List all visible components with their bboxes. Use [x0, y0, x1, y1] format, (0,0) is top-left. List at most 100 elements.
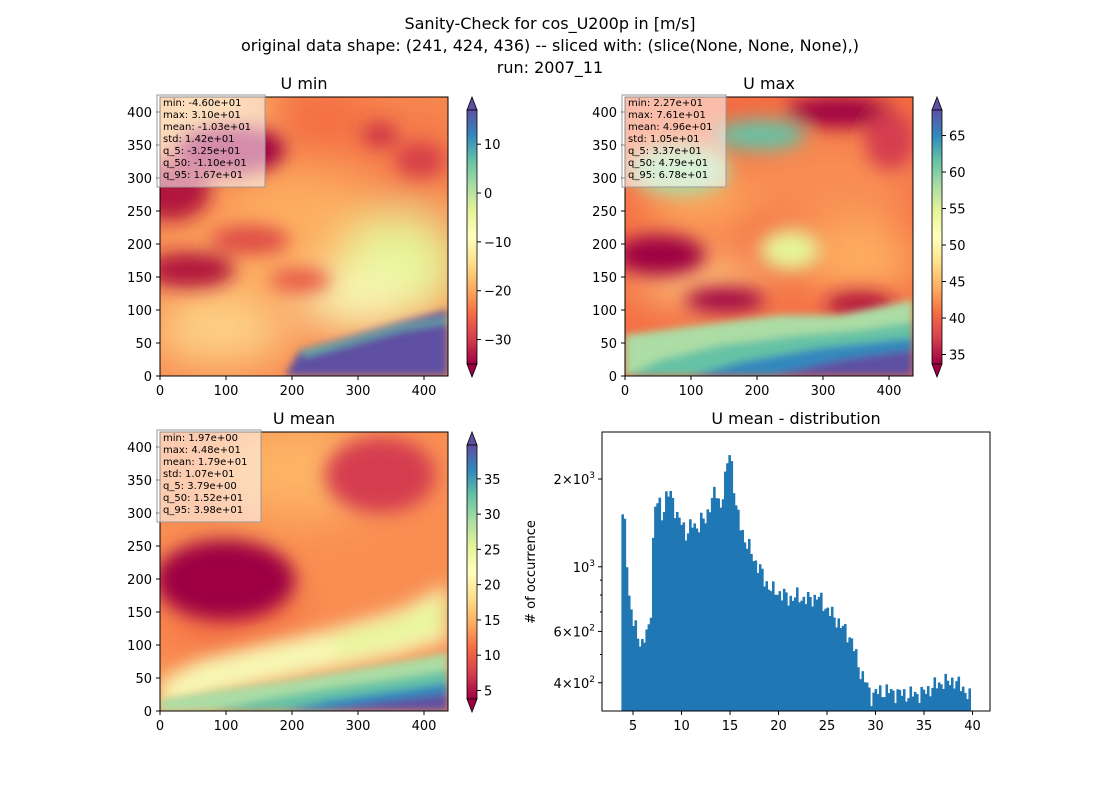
- hist-bar: [854, 649, 858, 711]
- hist-bar: [811, 606, 814, 711]
- hist-bar: [785, 592, 788, 711]
- hist-bar: [894, 703, 897, 711]
- hist-x-ticks: 5 10 15 20 25 30 35 40: [629, 711, 981, 734]
- hist-bar: [874, 689, 878, 711]
- umean-xtick: 100: [214, 719, 239, 734]
- hist-bar: [857, 667, 860, 711]
- hist-bar: [769, 591, 773, 711]
- hist-bar: [774, 594, 777, 711]
- hist-bar: [846, 642, 849, 711]
- hist-xtick: 5: [629, 719, 637, 734]
- umean-colorbar-tick: 35: [484, 473, 501, 488]
- hist-bar: [623, 518, 627, 711]
- umin-ytick: 300: [127, 172, 152, 187]
- hist-bar: [820, 592, 823, 711]
- hist-bar: [715, 498, 718, 711]
- hist-bar: [632, 626, 635, 711]
- hist-bar: [957, 676, 961, 711]
- hist-bar: [883, 697, 886, 711]
- hist-bar: [734, 505, 738, 711]
- hist-bar: [830, 606, 834, 711]
- hist-bar: [697, 532, 701, 711]
- hist-bar: [695, 528, 699, 711]
- hist-bar: [717, 498, 721, 711]
- hist-ytick: 2×103: [554, 471, 595, 488]
- umean-ytick: 350: [127, 474, 152, 489]
- hist-bar: [771, 581, 775, 711]
- umean-panel: U mean 0 100 200: [127, 409, 500, 734]
- umax-ytick: 150: [592, 271, 617, 286]
- hist-bar: [966, 699, 969, 711]
- hist-bar: [752, 561, 755, 711]
- umean-ytick: 250: [127, 540, 152, 555]
- hist-bar: [948, 685, 952, 711]
- hist-bar: [647, 624, 651, 711]
- hist-bar: [743, 542, 747, 711]
- hist-bar: [656, 503, 659, 711]
- hist-bar: [627, 595, 631, 711]
- hist-bar: [815, 599, 819, 711]
- hist-ylabel: # of occurrence: [524, 520, 539, 624]
- umax-ytick: 50: [600, 337, 617, 352]
- umin-ytick: 100: [127, 304, 152, 319]
- hist-bar: [782, 588, 786, 711]
- umax-ytick: 350: [592, 139, 617, 154]
- hist-frame: [601, 431, 991, 712]
- hist-bar: [708, 512, 712, 711]
- umax-ytick: 0: [609, 370, 617, 385]
- umean-ytick: 400: [127, 441, 152, 456]
- hist-bar: [732, 493, 736, 711]
- hist-bar: [841, 625, 845, 711]
- umax-ytick: 200: [592, 238, 617, 253]
- hist-bar: [902, 689, 906, 711]
- hist-bar: [817, 596, 821, 711]
- hist-bar: [682, 522, 686, 711]
- hist-bar: [804, 604, 808, 711]
- umax-colorbar-tick: 50: [949, 239, 966, 254]
- hist-bar: [756, 572, 760, 711]
- umean-stat: mean: 1.79e+01: [163, 457, 247, 468]
- hist-bar: [638, 646, 642, 711]
- umean-ytick: 300: [127, 507, 152, 522]
- hist-bar: [675, 511, 679, 711]
- hist-bar: [922, 689, 926, 711]
- umax-ytick: 400: [592, 106, 617, 121]
- hist-bar: [937, 682, 941, 711]
- umin-xtick: 100: [214, 384, 239, 399]
- umin-stat: std: 1.42e+01: [163, 134, 235, 145]
- hist-bar: [636, 638, 640, 711]
- hist-bar: [859, 679, 862, 711]
- hist-bar: [800, 600, 803, 711]
- hist-bar: [671, 497, 675, 711]
- hist-bar: [706, 509, 710, 711]
- umax-y-ticks: 0 50 100 150 200 250 300 350 400: [592, 106, 625, 385]
- umin-xtick: 400: [412, 384, 437, 399]
- hist-bar: [625, 567, 629, 711]
- hist-bar: [852, 651, 856, 711]
- umax-stat: q_5: 3.37e+01: [628, 146, 702, 157]
- umax-colorbar-tick: 35: [949, 349, 966, 364]
- umin-colorbar-tick: −30: [484, 334, 511, 349]
- umean-xtick: 300: [346, 719, 371, 734]
- figure-run-label: run: 2007_11: [497, 58, 603, 78]
- umin-stat: mean: -1.03e+01: [163, 122, 251, 133]
- hist-bar: [898, 689, 902, 711]
- umax-ytick: 300: [592, 172, 617, 187]
- hist-bar: [942, 688, 945, 711]
- hist-bar: [686, 533, 690, 711]
- umax-x-ticks: 0 100 200 300 400: [621, 376, 901, 399]
- umin-stat: q_5: -3.25e+01: [163, 146, 240, 157]
- hist-bar: [826, 607, 830, 711]
- hist-bar: [691, 527, 694, 711]
- hist-bar: [643, 642, 646, 711]
- umean-colorbar-tick: 15: [484, 614, 501, 629]
- umean-ytick: 150: [127, 606, 152, 621]
- umean-stats-box: min: 1.97e+00 max: 4.48e+01 mean: 1.79e+…: [156, 429, 262, 523]
- hist-bar: [863, 682, 867, 711]
- umax-xtick: 200: [745, 384, 770, 399]
- umax-colorbar-tick: 65: [949, 130, 966, 145]
- hist-bar: [704, 523, 707, 711]
- hist-bar: [649, 617, 653, 711]
- hist-bar: [926, 686, 930, 711]
- hist-bar: [787, 605, 790, 711]
